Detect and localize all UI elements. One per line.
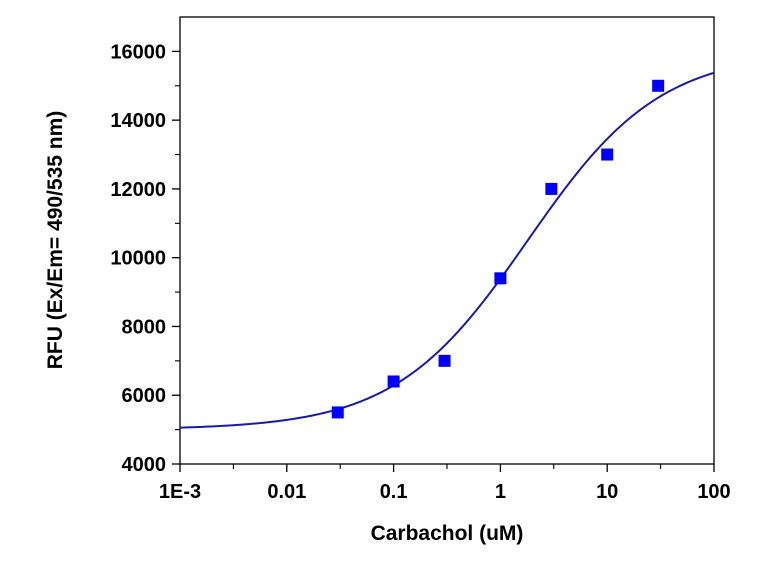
x-tick-labels: 1E-3 0.01 0.1 1 10 100	[159, 481, 731, 503]
y-tick-label: 10000	[110, 248, 166, 270]
data-point	[601, 148, 614, 161]
plot-frame	[179, 16, 715, 465]
y-axis-label: RFU (Ex/Em= 490/535 nm)	[44, 111, 67, 370]
y-tick-label: 6000	[122, 385, 167, 407]
x-axis-label: Carbachol (uM)	[371, 522, 524, 545]
x-tick-label: 1	[495, 481, 506, 503]
x-tick-label: 100	[697, 481, 730, 503]
x-tick-label: 10	[596, 481, 618, 503]
data-point	[438, 354, 451, 367]
data-point	[652, 79, 665, 92]
y-tick-label: 4000	[122, 454, 167, 476]
y-axis	[172, 50, 180, 465]
data-point	[387, 375, 400, 388]
x-axis	[179, 464, 715, 472]
x-tick-label: 0.01	[267, 481, 306, 503]
x-tick-label: 0.1	[380, 481, 408, 503]
y-tick-label: 16000	[110, 41, 166, 63]
data-point	[331, 406, 344, 419]
data-points	[331, 79, 665, 419]
x-tick-label: 1E-3	[159, 481, 201, 503]
data-point	[494, 272, 507, 285]
y-tick-label: 14000	[110, 110, 166, 132]
fit-curve	[179, 71, 715, 429]
y-tick-label: 8000	[122, 316, 167, 338]
y-tick-labels: 4000 6000 8000 10000 12000 14000 16000	[110, 41, 166, 476]
data-point	[545, 182, 558, 195]
y-tick-label: 12000	[110, 179, 166, 201]
plot-area	[179, 16, 715, 465]
